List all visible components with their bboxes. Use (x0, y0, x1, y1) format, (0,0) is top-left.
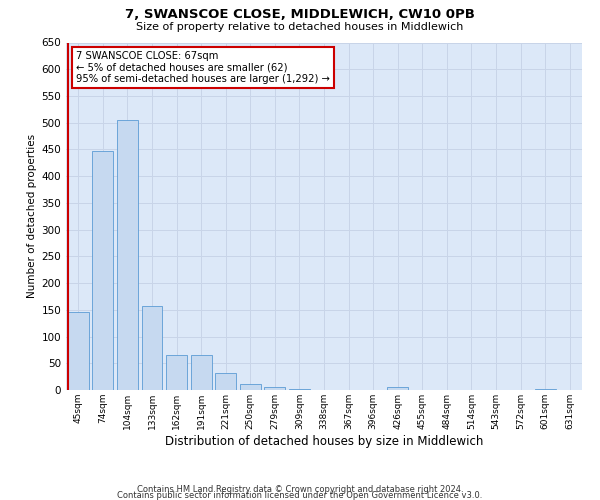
Bar (92, 151, 113, 390)
Bar (240, 384, 261, 390)
Bar (535, 389, 556, 390)
Text: Size of property relative to detached houses in Middlewich: Size of property relative to detached ho… (136, 22, 464, 32)
Bar (117, 120, 138, 390)
X-axis label: Distribution of detached houses by size in Middlewich: Distribution of detached houses by size … (165, 434, 483, 448)
Bar (215, 373, 236, 390)
Bar (68, 312, 89, 390)
Y-axis label: Number of detached properties: Number of detached properties (27, 134, 37, 298)
Bar (142, 306, 163, 390)
Text: Contains HM Land Registry data © Crown copyright and database right 2024.: Contains HM Land Registry data © Crown c… (137, 485, 463, 494)
Bar (289, 389, 310, 390)
Bar (265, 388, 286, 390)
Bar (191, 355, 212, 390)
Text: Contains public sector information licensed under the Open Government Licence v3: Contains public sector information licen… (118, 491, 482, 500)
Text: 7 SWANSCOE CLOSE: 67sqm
← 5% of detached houses are smaller (62)
95% of semi-det: 7 SWANSCOE CLOSE: 67sqm ← 5% of detached… (76, 51, 330, 84)
Bar (387, 388, 408, 390)
Bar (166, 355, 187, 390)
Text: 7, SWANSCOE CLOSE, MIDDLEWICH, CW10 0PB: 7, SWANSCOE CLOSE, MIDDLEWICH, CW10 0PB (125, 8, 475, 20)
